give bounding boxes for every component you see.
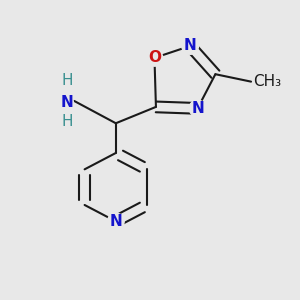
Text: N: N: [191, 101, 204, 116]
Circle shape: [253, 70, 276, 93]
Text: CH₃: CH₃: [254, 74, 282, 89]
Text: N: N: [60, 95, 73, 110]
Text: H: H: [61, 114, 73, 129]
Circle shape: [107, 213, 124, 230]
Circle shape: [182, 38, 198, 54]
Text: O: O: [148, 50, 161, 65]
Circle shape: [60, 96, 73, 109]
Circle shape: [60, 74, 73, 87]
Circle shape: [189, 100, 206, 117]
Text: H: H: [61, 73, 73, 88]
Text: N: N: [110, 214, 122, 229]
Circle shape: [60, 115, 73, 128]
Text: N: N: [184, 38, 196, 53]
Circle shape: [146, 50, 163, 66]
